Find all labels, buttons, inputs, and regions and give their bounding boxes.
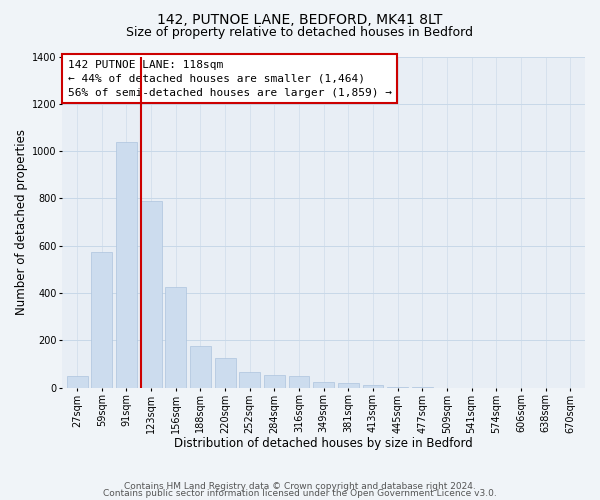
Bar	[338, 383, 359, 388]
Bar	[264, 375, 285, 388]
Text: Size of property relative to detached houses in Bedford: Size of property relative to detached ho…	[127, 26, 473, 39]
Bar	[239, 372, 260, 388]
Bar	[91, 252, 112, 388]
Bar	[140, 201, 161, 388]
Bar	[67, 376, 88, 388]
Bar	[387, 386, 408, 388]
Y-axis label: Number of detached properties: Number of detached properties	[15, 129, 28, 315]
Text: 142 PUTNOE LANE: 118sqm
← 44% of detached houses are smaller (1,464)
56% of semi: 142 PUTNOE LANE: 118sqm ← 44% of detache…	[68, 60, 392, 98]
Bar	[289, 376, 310, 388]
Bar	[165, 287, 186, 388]
Text: Contains HM Land Registry data © Crown copyright and database right 2024.: Contains HM Land Registry data © Crown c…	[124, 482, 476, 491]
Text: 142, PUTNOE LANE, BEDFORD, MK41 8LT: 142, PUTNOE LANE, BEDFORD, MK41 8LT	[157, 12, 443, 26]
Text: Contains public sector information licensed under the Open Government Licence v3: Contains public sector information licen…	[103, 490, 497, 498]
Bar	[190, 346, 211, 388]
Bar	[116, 142, 137, 388]
Bar	[313, 382, 334, 388]
X-axis label: Distribution of detached houses by size in Bedford: Distribution of detached houses by size …	[174, 437, 473, 450]
Bar	[362, 386, 383, 388]
Bar	[215, 358, 236, 388]
